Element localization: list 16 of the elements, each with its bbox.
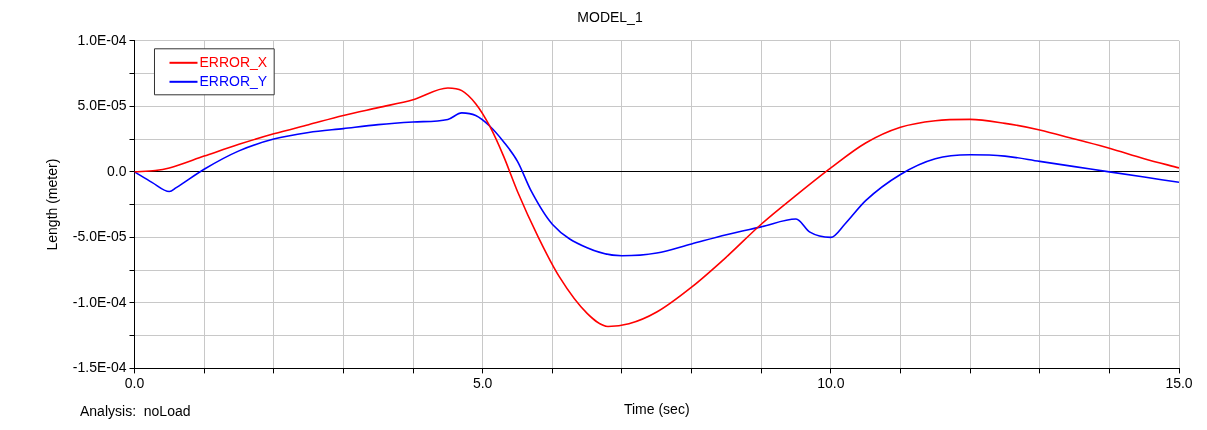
x-tick-label: 5.0 (472, 374, 493, 391)
x-axis-title: Time (sec) (623, 401, 690, 418)
legend-label: ERROR_Y (199, 72, 268, 89)
x-tick-label: 0.0 (124, 374, 145, 391)
chart-title: MODEL_1 (577, 9, 643, 26)
y-tick-label: -5.0E-05 (72, 228, 127, 245)
legend-label: ERROR_X (199, 53, 268, 70)
y-tick-label: -1.0E-04 (72, 293, 127, 310)
x-tick-label: 10.0 (817, 374, 845, 391)
text: Analysis: noLoad (80, 403, 191, 419)
y-tick-label: 1.0E-04 (77, 31, 127, 48)
x-tick-label: 15.0 (1165, 374, 1193, 391)
y-tick-label: 0.0 (107, 162, 127, 179)
y-tick-label: 5.0E-05 (77, 97, 127, 114)
y-tick-label: -1.5E-04 (72, 359, 127, 376)
y-axis-title: Length (meter) (44, 158, 61, 251)
